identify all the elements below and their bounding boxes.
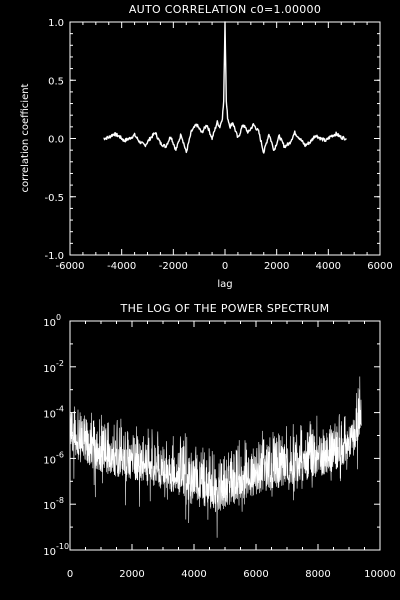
y-tick-label: -1.0	[44, 251, 64, 262]
autocorrelation-series-line	[103, 21, 347, 154]
x-tick-label: 4000	[316, 261, 341, 272]
y-tick-label: 1.0	[48, 18, 64, 29]
y-tick-base: 10	[43, 410, 56, 421]
y-tick-exponent: -2	[56, 359, 64, 368]
autocorrelation-y-axis-label: correlation coefficient	[20, 83, 31, 192]
y-tick-label: 10	[43, 501, 56, 512]
x-tick-label: -6000	[55, 261, 84, 272]
autocorrelation-chart: AUTO CORRELATION c0=1.00000 -6000 -4000 -2…	[20, 3, 393, 290]
autocorrelation-x-ticks: -6000 -4000 -2000 0 2000 4000 6000	[55, 22, 393, 272]
x-tick-label: -4000	[107, 261, 136, 272]
y-tick-exponent: -4	[56, 405, 64, 414]
y-tick-base: 10	[43, 364, 56, 375]
x-tick-label: 4000	[181, 569, 206, 580]
y-tick-base: 10	[43, 455, 56, 466]
y-tick-label: 10	[43, 318, 56, 329]
x-tick-label: 8000	[305, 569, 330, 580]
y-tick-exponent: -6	[56, 450, 64, 459]
y-tick-label: 10	[43, 410, 56, 421]
y-tick-label: 10	[43, 364, 56, 375]
y-tick-label: -0.5	[44, 193, 64, 204]
x-tick-label: 2000	[264, 261, 289, 272]
x-tick-label: 10000	[364, 569, 396, 580]
x-tick-label: 0	[67, 569, 73, 580]
x-tick-label: 0	[222, 261, 228, 272]
y-tick-base: 10	[43, 501, 56, 512]
power-spectrum-title: THE LOG OF THE POWER SPECTRUM	[120, 302, 330, 315]
autocorrelation-x-axis-label: lag	[217, 279, 232, 290]
y-tick-exponent: 0	[56, 313, 61, 322]
x-tick-label: 2000	[119, 569, 144, 580]
power-spectrum-x-ticks: 0 2000 4000 6000 8000 10000	[67, 321, 396, 580]
y-tick-label: 10	[43, 547, 56, 558]
y-tick-base: 10	[43, 547, 56, 558]
y-tick-exponent: -8	[56, 496, 64, 505]
y-tick-label: 10	[43, 455, 56, 466]
x-tick-label: 6000	[367, 261, 392, 272]
autocorrelation-y-ticks: -1.0 -0.5 0.0 0.5 1.0	[44, 18, 380, 262]
x-tick-label: 6000	[243, 569, 268, 580]
power-spectrum-chart: THE LOG OF THE POWER SPECTRUM 0 2000 4000 6…	[43, 302, 396, 580]
power-spectrum-series-line	[69, 376, 362, 538]
y-tick-base: 10	[43, 318, 56, 329]
y-tick-label: 0.0	[48, 135, 64, 146]
y-tick-exponent: -10	[56, 542, 69, 551]
autocorrelation-title: AUTO CORRELATION c0=1.00000	[129, 3, 321, 16]
y-tick-label: 0.5	[48, 76, 64, 87]
x-tick-label: -2000	[159, 261, 188, 272]
